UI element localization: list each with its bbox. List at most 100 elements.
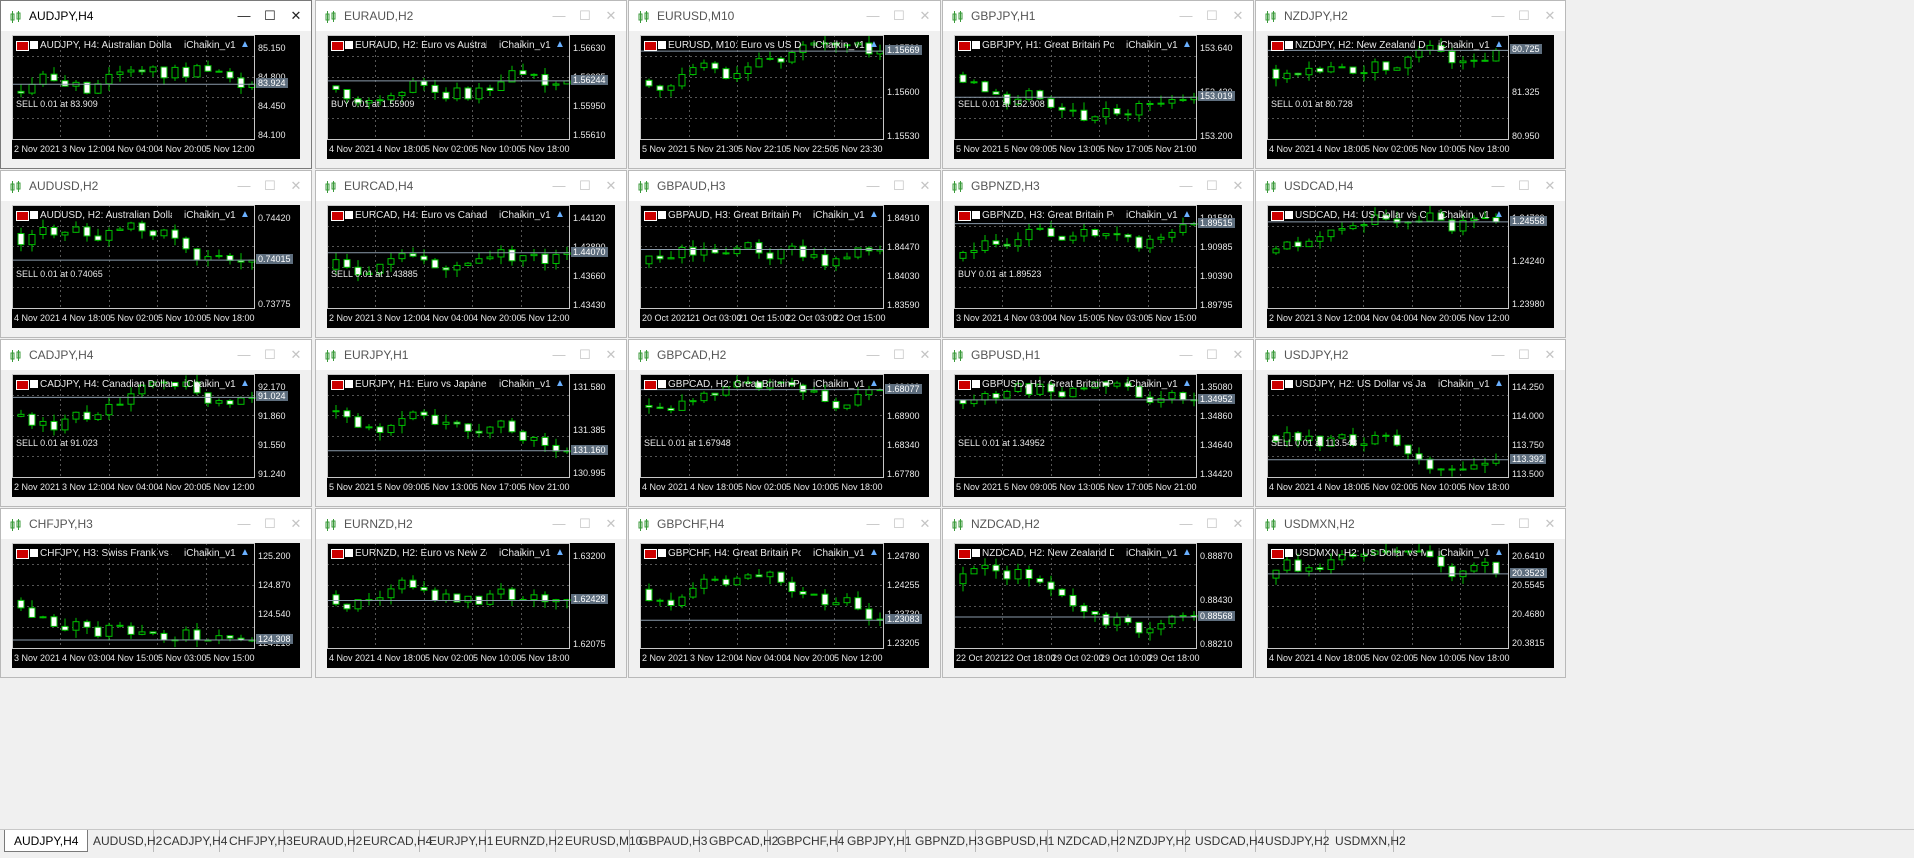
price-chart[interactable]: AUDUSD, H2: Australian Dollar vs US Doll… bbox=[12, 205, 300, 328]
minimize-button[interactable]: — bbox=[1491, 8, 1505, 23]
minimize-button[interactable]: — bbox=[866, 8, 880, 23]
chart-window[interactable]: AUDUSD,H2 — ☐ ✕ AUDUSD, H2: Australian Dolla… bbox=[0, 170, 312, 338]
price-chart[interactable]: USDJPY, H2: US Dollar vs Japanese Yen iCh… bbox=[1267, 374, 1554, 497]
price-chart[interactable]: GBPCAD, H2: Great Britain Pound vs Canad… bbox=[640, 374, 929, 497]
chart-window[interactable]: EURAUD,H2 — ☐ ✕ EURAUD, H2: Euro vs Australi… bbox=[315, 0, 627, 169]
graduation-cap-icon[interactable]: ▲ bbox=[555, 39, 565, 50]
price-chart[interactable]: AUDJPY, H4: Australian Dollar vs Japanes… bbox=[12, 35, 300, 159]
minimize-button[interactable]: — bbox=[866, 516, 880, 531]
window-title-bar[interactable]: USDMXN,H2 — ☐ ✕ bbox=[1256, 509, 1565, 539]
minimize-button[interactable]: — bbox=[552, 178, 566, 193]
tab-eurusd-m10[interactable]: EURUSD,M10 bbox=[556, 830, 642, 852]
maximize-button[interactable]: ☐ bbox=[1206, 178, 1218, 193]
tab-eurcad-h4[interactable]: EURCAD,H4 bbox=[354, 830, 432, 852]
maximize-button[interactable]: ☐ bbox=[579, 178, 591, 193]
graduation-cap-icon[interactable]: ▲ bbox=[1182, 378, 1192, 389]
chart-window[interactable]: GBPJPY,H1 — ☐ ✕ GBPJPY, H1: Great Britain Po… bbox=[942, 0, 1254, 169]
window-title-bar[interactable]: EURCAD,H4 — ☐ ✕ bbox=[316, 171, 626, 201]
maximize-button[interactable]: ☐ bbox=[1206, 347, 1218, 362]
window-title-bar[interactable]: EURJPY,H1 — ☐ ✕ bbox=[316, 340, 626, 370]
minimize-button[interactable]: — bbox=[1179, 516, 1193, 531]
maximize-button[interactable]: ☐ bbox=[1518, 178, 1530, 193]
minimize-button[interactable]: — bbox=[1491, 347, 1505, 362]
close-button[interactable]: ✕ bbox=[1232, 178, 1244, 193]
minimize-button[interactable]: — bbox=[1179, 8, 1193, 23]
window-title-bar[interactable]: AUDUSD,H2 — ☐ ✕ bbox=[1, 171, 311, 201]
graduation-cap-icon[interactable]: ▲ bbox=[1494, 39, 1504, 50]
minimize-button[interactable]: — bbox=[866, 178, 880, 193]
window-title-bar[interactable]: GBPCHF,H4 — ☐ ✕ bbox=[629, 509, 940, 539]
graduation-cap-icon[interactable]: ▲ bbox=[240, 547, 250, 558]
price-chart[interactable]: GBPNZD, H3: Great Britain Pound vs New Z… bbox=[954, 205, 1242, 328]
minimize-button[interactable]: — bbox=[237, 178, 251, 193]
tab-usdjpy-h2[interactable]: USDJPY,H2 bbox=[1256, 830, 1329, 852]
close-button[interactable]: ✕ bbox=[1544, 516, 1556, 531]
maximize-button[interactable]: ☐ bbox=[264, 516, 276, 531]
maximize-button[interactable]: ☐ bbox=[893, 8, 905, 23]
tab-cadjpy-h4[interactable]: CADJPY,H4 bbox=[154, 830, 227, 852]
graduation-cap-icon[interactable]: ▲ bbox=[1494, 209, 1504, 220]
tab-eurjpy-h1[interactable]: EURJPY,H1 bbox=[420, 830, 493, 852]
close-button[interactable]: ✕ bbox=[1544, 178, 1556, 193]
price-chart[interactable]: USDMXN, H2: US Dollar vs Mexican Peso iCh… bbox=[1267, 543, 1554, 668]
tab-euraud-h2[interactable]: EURAUD,H2 bbox=[284, 830, 362, 852]
price-chart[interactable]: EURJPY, H1: Euro vs Japanese Yen iChaikin… bbox=[327, 374, 615, 497]
chart-window[interactable]: USDJPY,H2 — ☐ ✕ USDJPY, H2: US Dollar vs Jap… bbox=[1255, 339, 1566, 507]
close-button[interactable]: ✕ bbox=[1544, 8, 1556, 23]
tab-audjpy-h4[interactable]: AUDJPY,H4 bbox=[4, 830, 88, 852]
price-chart[interactable]: EURNZD, H2: Euro vs New Zealand Dollar iC… bbox=[327, 543, 615, 668]
graduation-cap-icon[interactable]: ▲ bbox=[1494, 547, 1504, 558]
chart-window[interactable]: GBPAUD,H3 — ☐ ✕ GBPAUD, H3: Great Britain Po… bbox=[628, 170, 941, 338]
window-title-bar[interactable]: USDCAD,H4 — ☐ ✕ bbox=[1256, 171, 1565, 201]
window-title-bar[interactable]: USDJPY,H2 — ☐ ✕ bbox=[1256, 340, 1565, 370]
tab-chfjpy-h3[interactable]: CHFJPY,H3 bbox=[220, 830, 293, 852]
chart-window[interactable]: NZDJPY,H2 — ☐ ✕ NZDJPY, H2: New Zealand Doll… bbox=[1255, 0, 1566, 169]
tab-eurnzd-h2[interactable]: EURNZD,H2 bbox=[486, 830, 564, 852]
graduation-cap-icon[interactable]: ▲ bbox=[240, 39, 250, 50]
chart-window[interactable]: GBPCHF,H4 — ☐ ✕ GBPCHF, H4: Great Britain Po… bbox=[628, 508, 941, 678]
chart-window[interactable]: EURCAD,H4 — ☐ ✕ EURCAD, H4: Euro vs Canadian… bbox=[315, 170, 627, 338]
chart-window[interactable]: USDCAD,H4 — ☐ ✕ USDCAD, H4: US Dollar vs Can… bbox=[1255, 170, 1566, 338]
price-chart[interactable]: NZDJPY, H2: New Zealand Dollar vs Japane… bbox=[1267, 35, 1554, 159]
tab-audusd-h2[interactable]: AUDUSD,H2 bbox=[84, 830, 162, 852]
maximize-button[interactable]: ☐ bbox=[579, 8, 591, 23]
tab-gbpnzd-h3[interactable]: GBPNZD,H3 bbox=[906, 830, 984, 852]
maximize-button[interactable]: ☐ bbox=[1206, 516, 1218, 531]
chart-window[interactable]: GBPUSD,H1 — ☐ ✕ GBPUSD, H1: Great Britain Po… bbox=[942, 339, 1254, 507]
graduation-cap-icon[interactable]: ▲ bbox=[1494, 378, 1504, 389]
price-chart[interactable]: CADJPY, H4: Canadian Dollar vs Japanese … bbox=[12, 374, 300, 497]
minimize-button[interactable]: — bbox=[1491, 178, 1505, 193]
graduation-cap-icon[interactable]: ▲ bbox=[869, 547, 879, 558]
maximize-button[interactable]: ☐ bbox=[1518, 347, 1530, 362]
chart-window[interactable]: AUDJPY,H4 — ☐ ✕ AUDJPY, H4: Australian Dolla… bbox=[0, 0, 312, 169]
chart-window[interactable]: CADJPY,H4 — ☐ ✕ CADJPY, H4: Canadian Dollar … bbox=[0, 339, 312, 507]
price-chart[interactable]: GBPJPY, H1: Great Britain Pound vs Japan… bbox=[954, 35, 1242, 159]
graduation-cap-icon[interactable]: ▲ bbox=[1182, 547, 1192, 558]
close-button[interactable]: ✕ bbox=[919, 347, 931, 362]
price-chart[interactable]: GBPAUD, H3: Great Britain Pound vs Austr… bbox=[640, 205, 929, 328]
graduation-cap-icon[interactable]: ▲ bbox=[869, 378, 879, 389]
tab-nzdjpy-h2[interactable]: NZDJPY,H2 bbox=[1118, 830, 1191, 852]
close-button[interactable]: ✕ bbox=[605, 347, 617, 362]
chart-window[interactable]: NZDCAD,H2 — ☐ ✕ NZDCAD, H2: New Zealand Doll… bbox=[942, 508, 1254, 678]
minimize-button[interactable]: — bbox=[237, 8, 251, 23]
close-button[interactable]: ✕ bbox=[1544, 347, 1556, 362]
window-title-bar[interactable]: EURNZD,H2 — ☐ ✕ bbox=[316, 509, 626, 539]
price-chart[interactable]: EURCAD, H4: Euro vs Canadian Dollar iChai… bbox=[327, 205, 615, 328]
graduation-cap-icon[interactable]: ▲ bbox=[869, 39, 879, 50]
maximize-button[interactable]: ☐ bbox=[264, 347, 276, 362]
tab-nzdcad-h2[interactable]: NZDCAD,H2 bbox=[1048, 830, 1126, 852]
window-title-bar[interactable]: EURUSD,M10 — ☐ ✕ bbox=[629, 1, 940, 31]
maximize-button[interactable]: ☐ bbox=[264, 178, 276, 193]
window-title-bar[interactable]: GBPJPY,H1 — ☐ ✕ bbox=[943, 1, 1253, 31]
tab-usdcad-h4[interactable]: USDCAD,H4 bbox=[1186, 830, 1264, 852]
window-title-bar[interactable]: CADJPY,H4 — ☐ ✕ bbox=[1, 340, 311, 370]
minimize-button[interactable]: — bbox=[237, 347, 251, 362]
chart-window[interactable]: GBPNZD,H3 — ☐ ✕ GBPNZD, H3: Great Britain Po… bbox=[942, 170, 1254, 338]
price-chart[interactable]: CHFJPY, H3: Swiss Frank vs Japanese Yen i… bbox=[12, 543, 300, 668]
window-title-bar[interactable]: GBPCAD,H2 — ☐ ✕ bbox=[629, 340, 940, 370]
chart-window[interactable]: USDMXN,H2 — ☐ ✕ USDMXN, H2: US Dollar vs Mex… bbox=[1255, 508, 1566, 678]
window-title-bar[interactable]: NZDJPY,H2 — ☐ ✕ bbox=[1256, 1, 1565, 31]
window-title-bar[interactable]: CHFJPY,H3 — ☐ ✕ bbox=[1, 509, 311, 539]
close-button[interactable]: ✕ bbox=[1232, 516, 1244, 531]
